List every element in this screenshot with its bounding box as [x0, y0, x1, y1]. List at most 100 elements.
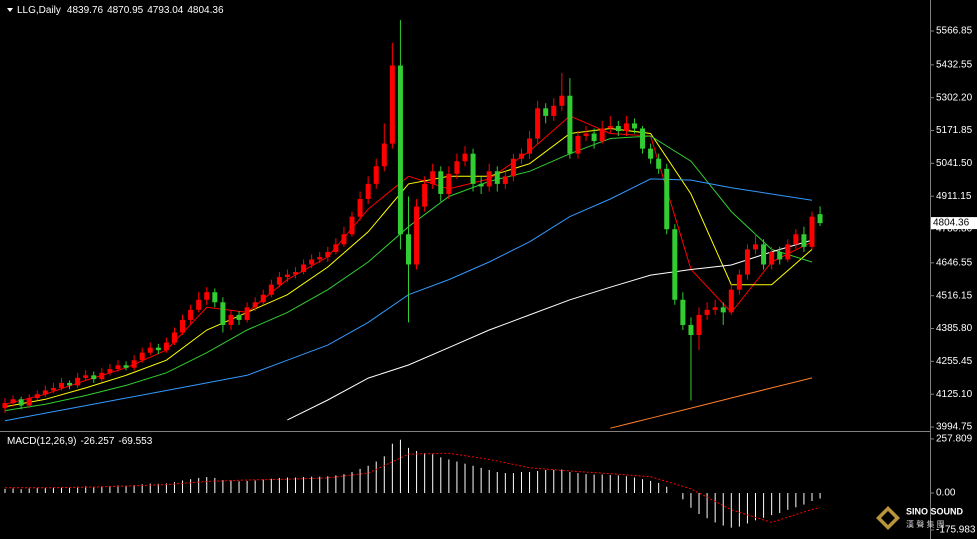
- candle-body: [204, 292, 210, 300]
- y-tick-label: 3994.75: [936, 422, 973, 433]
- candle-body: [252, 302, 258, 308]
- candle-body: [422, 183, 428, 207]
- candle-body: [220, 302, 226, 325]
- y-tick-label: 5566.85: [936, 26, 973, 37]
- candle-body: [535, 108, 541, 139]
- candle-body: [414, 206, 420, 265]
- last-price-box: [931, 217, 977, 230]
- candle-body: [123, 365, 129, 368]
- candle-body: [196, 299, 202, 310]
- candle-body: [341, 234, 347, 245]
- macd-value: -26.257: [80, 436, 114, 447]
- candle-body: [212, 292, 218, 303]
- y-tick-label: 4255.45: [936, 356, 973, 367]
- candle-body: [672, 229, 678, 300]
- candle-body: [430, 171, 436, 184]
- watermark: SINO SOUND 漢 聲 集 團: [876, 506, 964, 530]
- candle-body: [696, 314, 702, 336]
- candle-body: [42, 390, 48, 395]
- y-tick-label: 4516.15: [936, 290, 973, 301]
- candle-body: [244, 307, 250, 320]
- y-tick-label: 257.809: [936, 434, 973, 445]
- candle-body: [599, 128, 605, 142]
- candle-body: [728, 289, 734, 313]
- candle-body: [115, 365, 121, 370]
- candle-body: [454, 161, 460, 174]
- candle-body: [99, 372, 105, 380]
- low: 4793.04: [147, 5, 184, 16]
- open: 4839.76: [67, 5, 104, 16]
- moving-average: [4, 115, 813, 405]
- candle-body: [712, 307, 718, 310]
- moving-average: [287, 239, 813, 421]
- candle-body: [147, 347, 153, 353]
- y-tick-label: -175.983: [936, 525, 976, 536]
- y-tick-label: 5302.20: [936, 92, 973, 103]
- moving-average: [4, 127, 813, 408]
- candle-body: [623, 123, 629, 131]
- candle-body: [753, 244, 759, 250]
- candle-body: [591, 133, 597, 142]
- candle-body: [494, 171, 500, 184]
- candle-body: [688, 324, 694, 336]
- candle-body: [502, 176, 508, 184]
- candle-body: [188, 309, 194, 320]
- candle-body: [777, 251, 783, 260]
- candle-body: [180, 319, 186, 333]
- candle-body: [284, 274, 290, 278]
- candle-body: [583, 133, 589, 137]
- candle-body: [365, 183, 371, 200]
- y-tick-label: 5041.50: [936, 158, 973, 169]
- candle-body: [438, 171, 444, 194]
- candle-body: [397, 65, 403, 235]
- macd-title: MACD(12,26,9): [7, 436, 76, 447]
- candle-body: [656, 158, 662, 169]
- candle-body: [357, 199, 363, 217]
- candle-body: [268, 284, 274, 295]
- candle-body: [680, 299, 686, 325]
- y-tick-label: 0.00: [936, 488, 956, 499]
- candle-body: [131, 360, 137, 368]
- candle-body: [648, 148, 654, 159]
- symbol: LLG,Daily: [17, 5, 61, 16]
- candle-body: [543, 108, 549, 116]
- y-tick-label: 4911.15: [936, 191, 972, 202]
- macd-header: MACD(12,26,9) -26.257 -69.553: [7, 436, 153, 447]
- candle-body: [720, 307, 726, 313]
- candle-body: [510, 158, 516, 177]
- candle-body: [293, 272, 299, 275]
- chart-header: LLG,Daily 4839.76 4870.95 4793.04 4804.36: [17, 5, 224, 16]
- candle-body: [575, 136, 581, 154]
- candle-body: [83, 375, 89, 378]
- candle-body: [301, 264, 307, 273]
- y-tick-label: 5171.85: [936, 125, 973, 136]
- candle-body: [75, 377, 81, 386]
- candle-body: [155, 347, 161, 351]
- signal-value: -69.553: [118, 436, 152, 447]
- candle-body: [527, 138, 533, 154]
- candle-body: [260, 294, 266, 303]
- candle-body: [26, 398, 32, 406]
- high: 4870.95: [107, 5, 144, 16]
- candle-body: [567, 95, 573, 154]
- y-tick-label: 4125.10: [936, 389, 973, 400]
- moving-average: [610, 377, 813, 429]
- menu-arrow[interactable]: [7, 8, 13, 12]
- candle-body: [67, 382, 73, 386]
- candle-body: [276, 277, 282, 285]
- candle-body: [462, 153, 468, 162]
- candle-body: [559, 95, 565, 106]
- candle-body: [761, 244, 767, 265]
- candle-body: [785, 244, 791, 260]
- candle-body: [809, 216, 815, 247]
- candle-body: [171, 332, 177, 343]
- candle-body: [406, 234, 411, 265]
- y-tick-label: 5432.55: [936, 59, 973, 70]
- brand: SINO SOUND: [906, 506, 964, 516]
- candle-body: [664, 168, 670, 230]
- candle-body: [309, 259, 315, 265]
- candle-body: [551, 105, 557, 116]
